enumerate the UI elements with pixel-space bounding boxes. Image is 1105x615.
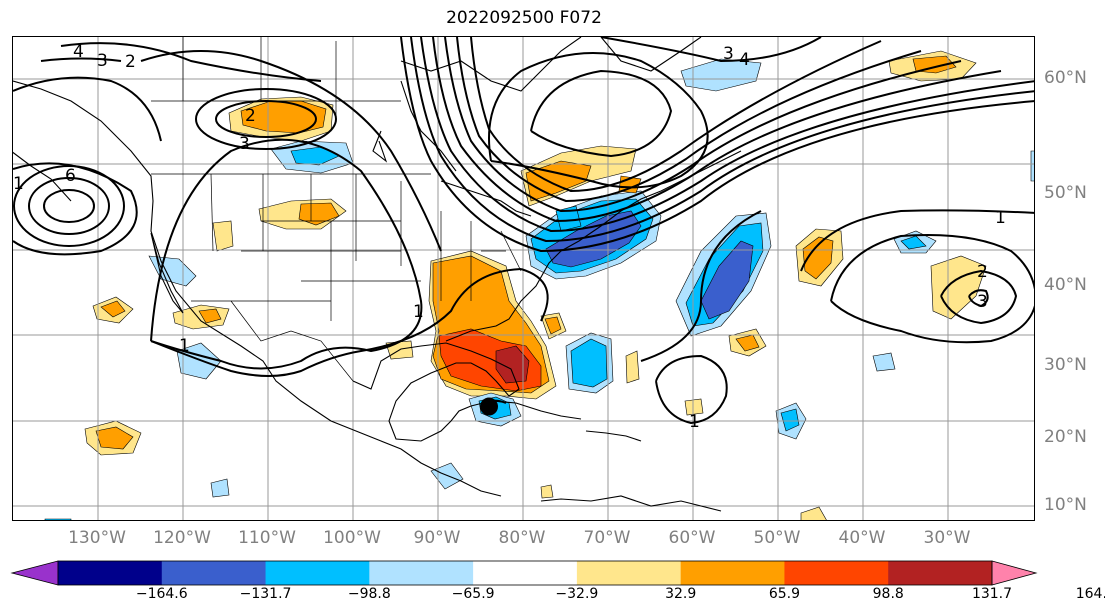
contours bbox=[13, 37, 1034, 425]
latitude-label: 50°N bbox=[1044, 182, 1087, 203]
storm-center-marker bbox=[480, 397, 498, 416]
political-borders bbox=[151, 37, 522, 382]
longitude-label: 130°W bbox=[68, 528, 126, 548]
contour-label: 1 bbox=[995, 208, 1006, 228]
contour-label: 2 bbox=[977, 262, 988, 282]
contour-label: 1 bbox=[689, 412, 700, 432]
contour-labels: 4 3 2 3 2 6 3 4 1 1 1 2 3 1 1 bbox=[13, 42, 1006, 432]
contour-label: 3 bbox=[977, 292, 988, 312]
colorbar-tick-label: 65.9 bbox=[768, 586, 801, 602]
contour-label: 6 bbox=[65, 166, 76, 186]
latitude-label: 10°N bbox=[1044, 495, 1087, 515]
longitude-label: 60°W bbox=[668, 528, 716, 548]
colorbar-segment bbox=[265, 561, 370, 585]
colorbar-tick-label: −164.6 bbox=[135, 586, 188, 602]
colorbar-tick-label: −32.9 bbox=[555, 586, 599, 602]
colorbar-tick-label: 164.6 bbox=[1075, 586, 1105, 602]
colorbar-tick-label: −65.9 bbox=[451, 586, 495, 602]
latitude-label: 20°N bbox=[1044, 427, 1087, 448]
colorbar-tick-label: 98.8 bbox=[872, 586, 904, 602]
shaded-field bbox=[44, 50, 1034, 520]
graticule bbox=[13, 37, 1034, 520]
longitude-label: 110°W bbox=[238, 528, 296, 548]
longitude-label: 90°W bbox=[413, 528, 461, 548]
colorbar-tick-label: −98.8 bbox=[347, 586, 391, 602]
colorbar-segment bbox=[784, 561, 889, 585]
colorbar-tick-label: −131.7 bbox=[239, 586, 292, 602]
contour-label: 3 bbox=[97, 51, 108, 71]
colorbar bbox=[10, 560, 1038, 586]
latitude-label: 60°N bbox=[1044, 68, 1087, 88]
longitude-label: 100°W bbox=[323, 528, 381, 548]
contour-label: 1 bbox=[179, 336, 190, 356]
latitude-label: 30°N bbox=[1044, 355, 1087, 376]
longitude-label: 30°W bbox=[923, 528, 971, 548]
contour-label: 2 bbox=[125, 52, 136, 72]
longitude-label: 70°W bbox=[583, 528, 631, 548]
colorbar-extend-high bbox=[991, 560, 1038, 586]
anomaly-region-gulf-warm-peak bbox=[495, 345, 530, 384]
colorbar-segment bbox=[576, 561, 682, 585]
colorbar-segment bbox=[473, 561, 578, 585]
contour-label: 2 bbox=[245, 106, 256, 126]
latitude-label: 40°N bbox=[1044, 275, 1087, 296]
map-panel: 4 3 2 3 2 6 3 4 1 1 1 2 3 1 1 bbox=[12, 36, 1035, 521]
contour-label: 4 bbox=[739, 50, 750, 70]
colorbar-tick-label: 131.7 bbox=[971, 586, 1013, 602]
colorbar-segment bbox=[58, 561, 163, 585]
longitude-label: 80°W bbox=[498, 528, 546, 548]
longitude-label: 50°W bbox=[753, 528, 801, 548]
colorbar-segment bbox=[888, 561, 993, 585]
contour-label: 4 bbox=[73, 42, 84, 62]
contour-label: 3 bbox=[723, 44, 734, 64]
colorbar-outline bbox=[57, 560, 993, 586]
map-title: 2022092500 F072 bbox=[446, 8, 602, 28]
colorbar-segment bbox=[161, 561, 267, 585]
contour-label: 3 bbox=[239, 134, 250, 154]
colorbar-extend-low bbox=[10, 560, 59, 586]
contour-label: 1 bbox=[413, 302, 424, 322]
longitude-label: 40°W bbox=[838, 528, 886, 548]
contour-label: 1 bbox=[13, 174, 24, 194]
colorbar-segment bbox=[369, 561, 474, 585]
map-canvas: 4 3 2 3 2 6 3 4 1 1 1 2 3 1 1 bbox=[13, 37, 1034, 520]
longitude-label: 120°W bbox=[153, 528, 211, 548]
colorbar-tick-label: 32.9 bbox=[665, 586, 697, 602]
colorbar-segment bbox=[680, 561, 785, 585]
